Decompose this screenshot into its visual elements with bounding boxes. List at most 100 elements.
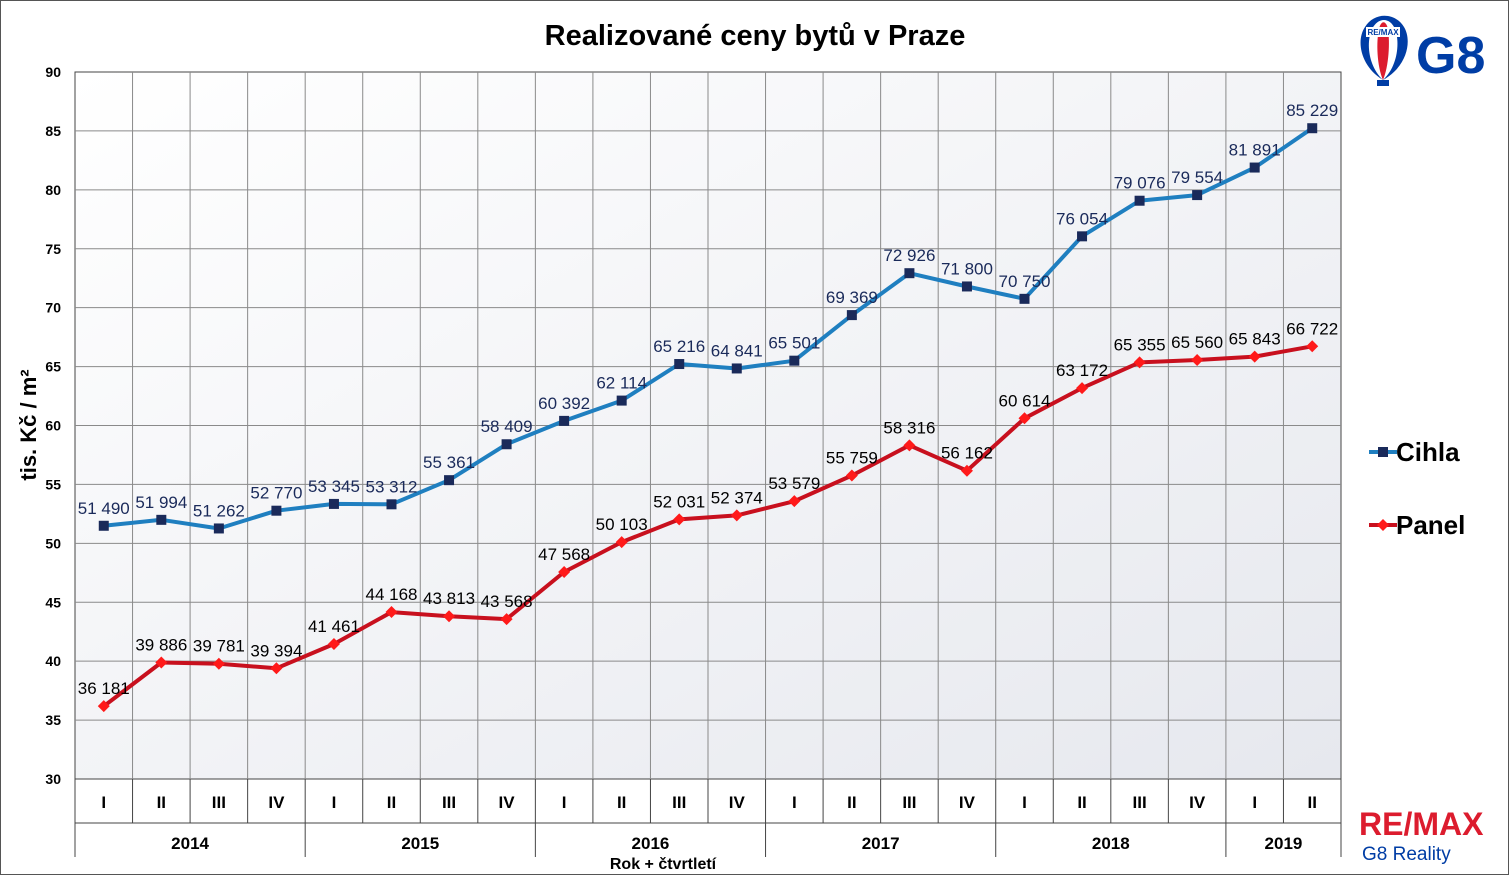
data-point bbox=[1018, 412, 1031, 425]
data-label: 81 891 bbox=[1229, 141, 1281, 160]
data-label: 53 312 bbox=[366, 477, 418, 496]
y-tick-label: 45 bbox=[45, 594, 61, 610]
quarter-label: III bbox=[902, 793, 916, 812]
data-point bbox=[385, 606, 398, 619]
quarter-label: I bbox=[562, 793, 567, 812]
data-point bbox=[903, 439, 916, 452]
data-label: 56 162 bbox=[941, 444, 993, 463]
data-point bbox=[845, 469, 858, 482]
data-label: 50 103 bbox=[596, 515, 648, 534]
y-tick-label: 65 bbox=[45, 359, 61, 375]
quarter-label: I bbox=[1252, 793, 1257, 812]
quarter-label: IV bbox=[1189, 793, 1206, 812]
data-label: 71 800 bbox=[941, 259, 993, 278]
data-label: 53 345 bbox=[308, 477, 360, 496]
data-label: 79 076 bbox=[1114, 174, 1166, 193]
quarter-label: II bbox=[617, 793, 626, 812]
x-axis: I II III IV I II III IV I II III IV I II III IV I II III IV… bbox=[74, 779, 1342, 857]
quarter-label: III bbox=[1133, 793, 1147, 812]
quarter-label: II bbox=[157, 793, 166, 812]
data-label: 58 316 bbox=[883, 418, 935, 437]
series-line bbox=[103, 126, 1314, 531]
data-label: 51 994 bbox=[135, 493, 187, 512]
year-label: 2015 bbox=[401, 834, 439, 853]
data-label: 53 579 bbox=[768, 474, 820, 493]
legend-marker bbox=[1378, 447, 1388, 457]
data-label: 52 031 bbox=[653, 492, 705, 511]
remax-wordmark: RE/MAX bbox=[1359, 806, 1484, 842]
data-point bbox=[327, 637, 340, 650]
series-cihla: 51 490 51 994 51 262 52 770 53 345 53 312 55 3… bbox=[78, 101, 1338, 534]
data-point bbox=[98, 520, 109, 531]
data-label: 70 750 bbox=[999, 272, 1051, 291]
legend-label: Cihla bbox=[1396, 437, 1460, 467]
data-point bbox=[674, 359, 685, 370]
y-tick-label: 50 bbox=[45, 535, 61, 551]
y-tick-label: 75 bbox=[45, 241, 61, 257]
data-point bbox=[789, 355, 800, 366]
series-line bbox=[102, 344, 1313, 708]
data-point bbox=[271, 505, 282, 516]
data-point bbox=[559, 415, 570, 426]
data-point bbox=[386, 499, 397, 510]
quarter-label: IV bbox=[268, 793, 285, 812]
remax-g8-reality-logo: RE/MAX G8 Reality bbox=[1359, 806, 1484, 865]
quarter-label: II bbox=[1308, 793, 1317, 812]
y-tick-label: 85 bbox=[45, 123, 61, 139]
data-point bbox=[212, 657, 225, 670]
data-label: 66 722 bbox=[1286, 319, 1338, 338]
data-label: 79 554 bbox=[1171, 168, 1223, 187]
data-label: 51 490 bbox=[78, 499, 130, 518]
y-tick-label: 35 bbox=[45, 712, 61, 728]
data-point bbox=[1248, 350, 1261, 363]
data-point bbox=[155, 656, 168, 669]
data-point bbox=[1191, 353, 1204, 366]
data-label: 52 374 bbox=[711, 488, 763, 507]
g8-reality-text: G8 Reality bbox=[1362, 844, 1451, 865]
balloon-text: RE/MAX bbox=[1367, 28, 1399, 37]
data-label: 65 216 bbox=[653, 337, 705, 356]
data-label: 60 392 bbox=[538, 394, 590, 413]
y-tick-label: 80 bbox=[45, 182, 61, 198]
data-point bbox=[904, 268, 915, 279]
g8-logo-text: G8 bbox=[1416, 27, 1485, 85]
data-point bbox=[443, 610, 456, 623]
data-point bbox=[1133, 356, 1146, 369]
data-point bbox=[616, 395, 627, 406]
data-label: 58 409 bbox=[481, 417, 533, 436]
data-point bbox=[615, 536, 628, 549]
data-label: 85 229 bbox=[1286, 101, 1338, 120]
data-point bbox=[501, 439, 512, 450]
data-label: 47 568 bbox=[538, 545, 590, 564]
y-tick-label: 55 bbox=[45, 476, 61, 492]
data-point bbox=[961, 281, 972, 292]
legend-label: Panel bbox=[1396, 510, 1465, 540]
year-label: 2017 bbox=[862, 834, 900, 853]
data-point bbox=[156, 514, 167, 525]
data-label: 65 501 bbox=[768, 334, 820, 353]
data-point bbox=[788, 495, 801, 508]
data-label: 64 841 bbox=[711, 341, 763, 360]
data-point bbox=[558, 565, 571, 578]
data-label: 63 172 bbox=[1056, 361, 1108, 380]
data-label: 69 369 bbox=[826, 288, 878, 307]
y-tick-label: 30 bbox=[45, 771, 61, 787]
data-label: 43 568 bbox=[481, 592, 533, 611]
data-label: 55 361 bbox=[423, 453, 475, 472]
legend: Cihla Panel bbox=[1369, 437, 1465, 540]
data-label: 76 054 bbox=[1056, 209, 1108, 228]
quarter-label: I bbox=[101, 793, 106, 812]
chart-title: Realizované ceny bytů v Praze bbox=[545, 20, 966, 52]
y-tick-label: 60 bbox=[45, 418, 61, 434]
data-label: 60 614 bbox=[999, 391, 1051, 410]
data-point bbox=[1307, 123, 1318, 134]
legend-item-panel: Panel bbox=[1369, 510, 1465, 540]
quarter-label: II bbox=[387, 793, 396, 812]
data-point bbox=[846, 310, 857, 321]
data-point bbox=[444, 475, 455, 486]
data-label: 62 114 bbox=[596, 374, 647, 393]
data-label: 41 461 bbox=[308, 617, 360, 636]
data-label: 43 813 bbox=[423, 589, 475, 608]
data-point bbox=[213, 523, 224, 534]
